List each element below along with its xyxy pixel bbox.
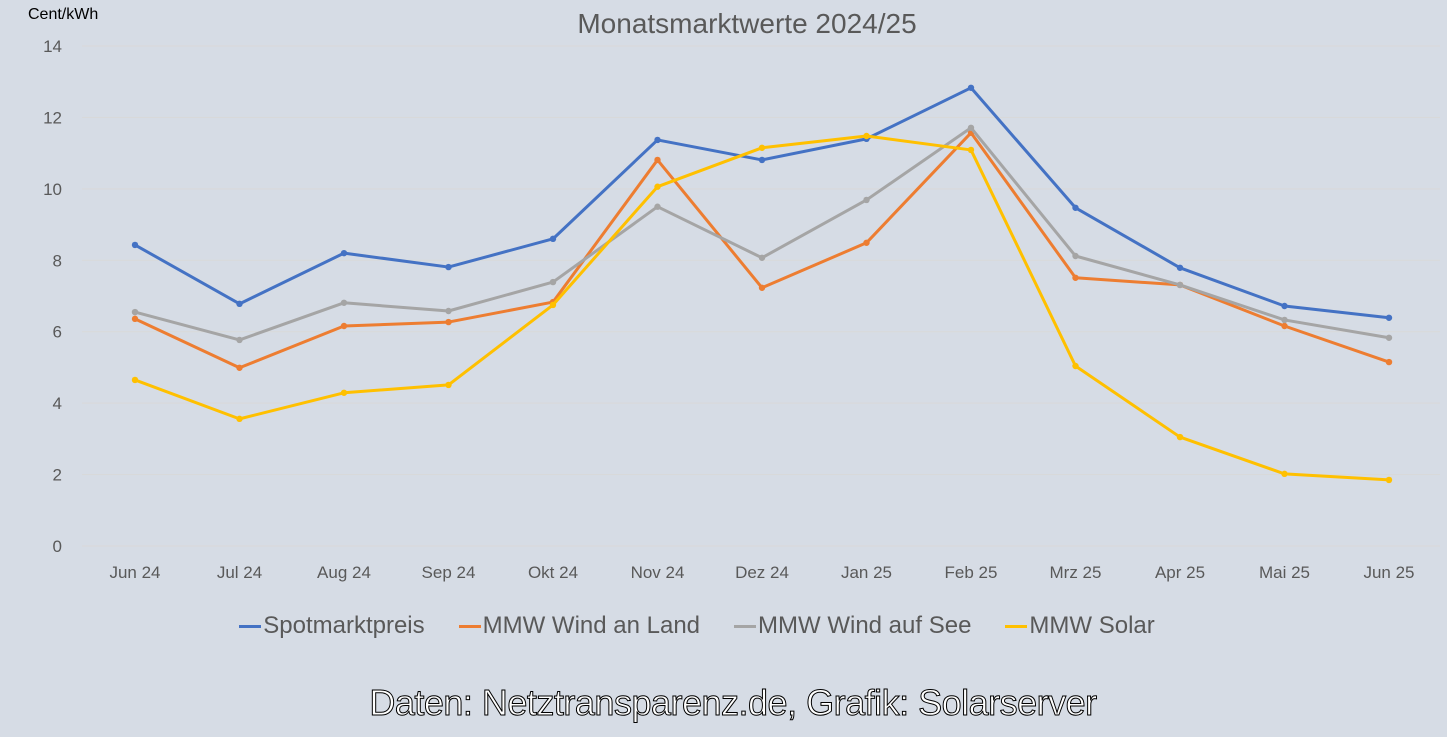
y-tick-label: 12 (43, 108, 62, 127)
source-note: Daten: Netztransparenz.de, Grafik: Solar… (369, 682, 1098, 724)
data-point (758, 254, 766, 261)
data-point (236, 300, 243, 308)
data-point (131, 308, 139, 316)
x-tick-label: Mrz 25 (1050, 563, 1102, 582)
data-point (1385, 476, 1393, 484)
data-point (340, 299, 348, 306)
data-point (1281, 470, 1288, 478)
data-point (131, 241, 139, 249)
series-line (134, 86, 1390, 320)
data-point (236, 336, 243, 344)
data-point (758, 156, 766, 164)
data-point (1281, 302, 1288, 310)
y-tick-label: 2 (53, 466, 62, 485)
data-point (863, 196, 870, 204)
data-point (445, 263, 452, 271)
x-tick-label: Nov 24 (631, 563, 685, 582)
data-point (654, 136, 661, 144)
legend-item: MMW Wind auf See (734, 612, 971, 640)
data-point (340, 322, 348, 330)
legend-label: Spotmarktpreis (263, 612, 425, 639)
y-tick-label: 8 (53, 251, 62, 270)
x-tick-label: Jun 25 (1363, 563, 1414, 582)
data-point (131, 315, 139, 323)
y-tick-label: 10 (43, 180, 62, 199)
x-tick-label: Dez 24 (735, 563, 789, 582)
line-chart-plot: 0 2 4 6 8 10 12 14 Jun 24 Jul 24 Aug 24 Sep 24 Okt 2… (43, 37, 1440, 582)
data-point (1176, 264, 1184, 271)
legend-line-marker-icon (734, 624, 757, 628)
data-point (758, 144, 766, 151)
x-tick-label: Jan 25 (841, 563, 892, 582)
data-point (1281, 322, 1288, 330)
series-line (134, 131, 1390, 370)
data-point (445, 381, 452, 389)
legend-line-marker-icon (1005, 624, 1028, 628)
x-tick-label: Okt 24 (528, 563, 578, 582)
legend-item: MMW Solar (1005, 612, 1155, 640)
legend-label: MMW Wind an Land (482, 612, 701, 639)
data-point (1072, 252, 1079, 260)
data-point (236, 364, 243, 371)
legend-item: Spotmarktpreis (239, 612, 425, 640)
series-mmw-wind-an-land (131, 129, 1393, 371)
y-tick-label: 4 (53, 394, 62, 413)
chart-legend: Spotmarktpreis MMW Wind an Land MMW Wind a… (0, 612, 1394, 640)
series-mmw-solar (131, 132, 1393, 484)
data-point (549, 278, 557, 286)
data-point (654, 156, 661, 164)
legend-line-marker-icon (458, 624, 481, 628)
data-point (1072, 274, 1079, 281)
data-point (1176, 281, 1184, 289)
x-tick-label: Apr 25 (1155, 563, 1205, 582)
data-point (967, 84, 975, 91)
x-tick-label: Feb 25 (945, 563, 998, 582)
data-point (967, 146, 975, 154)
data-point (445, 307, 452, 315)
legend-item: MMW Wind an Land (458, 612, 701, 640)
data-point (654, 183, 661, 190)
series-spotmarktpreis (131, 84, 1393, 321)
data-point (1385, 358, 1393, 366)
x-tick-label: Sep 24 (422, 563, 476, 582)
x-tick-label: Jul 24 (217, 563, 262, 582)
data-point (549, 235, 557, 243)
x-tick-label: Jun 24 (109, 563, 160, 582)
series-mmw-wind-auf-see (131, 124, 1393, 344)
data-point (1281, 316, 1288, 324)
data-point (654, 203, 661, 210)
legend-label: MMW Solar (1029, 612, 1155, 639)
y-axis-label: Cent/kWh (28, 6, 99, 23)
data-point (131, 376, 139, 384)
x-tick-label: Aug 24 (317, 563, 371, 582)
legend-label: MMW Wind auf See (758, 612, 972, 639)
data-point (967, 124, 975, 131)
x-tick-label: Mai 25 (1259, 563, 1310, 582)
data-point (340, 389, 348, 396)
data-point (863, 132, 870, 140)
data-point (758, 284, 766, 291)
data-point (549, 301, 557, 309)
data-point (1385, 314, 1393, 321)
data-point (1072, 204, 1079, 211)
data-point (445, 318, 452, 326)
y-tick-label: 0 (53, 537, 62, 556)
data-point (1385, 334, 1393, 341)
data-point (340, 249, 348, 257)
chart-title: Monatsmarktwerte 2024/25 (577, 8, 917, 39)
legend-line-marker-icon (239, 624, 262, 628)
data-point (863, 239, 870, 246)
data-point (1072, 362, 1079, 370)
data-point (1176, 433, 1184, 441)
data-point (236, 415, 243, 423)
y-tick-label: 6 (53, 323, 62, 342)
series-line (134, 134, 1390, 482)
y-tick-label: 14 (43, 37, 62, 56)
